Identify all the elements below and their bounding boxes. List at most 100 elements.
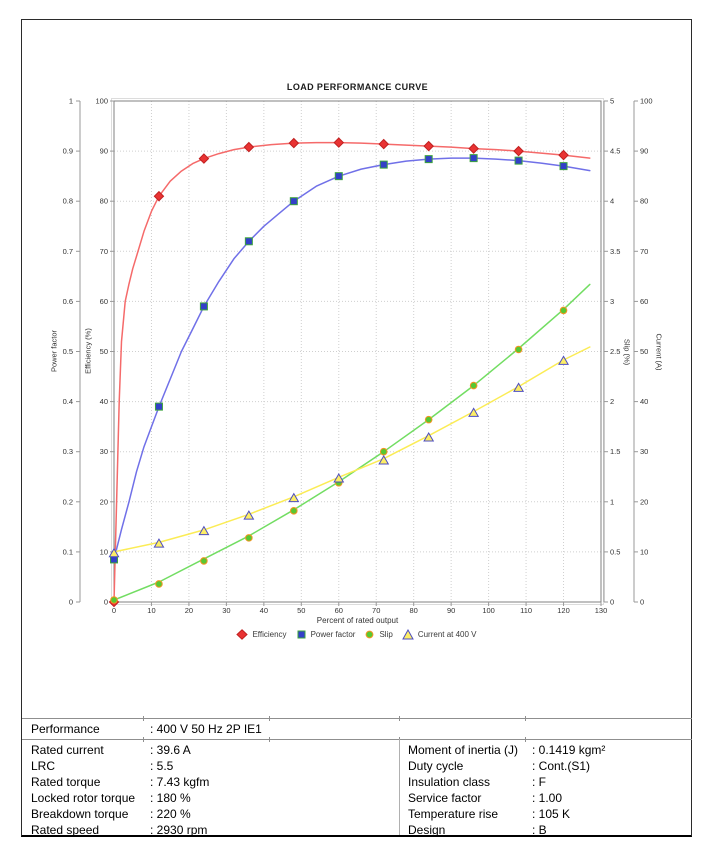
axis-tick-label: 40: [100, 397, 108, 406]
spec-value: : 1.00: [532, 791, 563, 805]
axis-tick-label: 30: [100, 447, 108, 456]
legend-item-efficiency: Efficiency: [236, 629, 287, 640]
axis-tick-label: 30: [640, 447, 648, 456]
spec-table-right-column: Moment of inertia (J): 0.1419 kgm² Duty …: [399, 742, 692, 838]
axis-tick-label: 80: [100, 197, 108, 206]
x-tick-label: 0: [112, 606, 116, 615]
legend-item-slip: Slip: [364, 629, 393, 640]
spec-value: : 39.6 A: [150, 743, 191, 757]
spec-table-left-column: Rated current : 39.6 A LRC: 5.5 Rated tor…: [22, 742, 399, 838]
diamond-marker: [198, 153, 210, 164]
circle-marker: [559, 306, 568, 315]
series-line: [113, 346, 591, 553]
spec-label: Design: [408, 823, 446, 837]
spec-label: Rated torque: [31, 775, 101, 789]
circle-marker: [155, 580, 163, 588]
axis-tick-label: 50: [100, 347, 108, 356]
axis-tick-label: 70: [100, 247, 108, 256]
spec-value: : 105 K: [532, 807, 571, 821]
axis-current: [633, 100, 638, 603]
circle-marker: [110, 596, 118, 604]
table-row: Locked rotor torque: 180 %: [22, 790, 399, 806]
axis-title-current: Current (A): [654, 333, 664, 371]
x-tick-label: 50: [297, 606, 305, 615]
square-marker: [469, 154, 478, 163]
circle-marker: [469, 381, 478, 390]
square-marker: [289, 197, 298, 206]
axis-tick-label: 100: [95, 97, 108, 106]
axis-tick-label: 4.5: [610, 147, 620, 156]
axis-tick-label: 2: [610, 397, 614, 406]
legend-label: Current at 400 V: [417, 630, 477, 639]
square-marker: [424, 155, 433, 164]
axis-tick-label: 0.4: [63, 397, 73, 406]
table-row: Duty cycle: Cont.(S1): [399, 758, 692, 774]
spec-label: LRC: [31, 759, 56, 773]
legend-label: Slip: [379, 630, 393, 639]
axis-tick-label: 1: [69, 97, 73, 106]
table-row: Moment of inertia (J): 0.1419 kgm²: [399, 742, 692, 758]
x-tick-label: 30: [222, 606, 230, 615]
axis-tick-label: 0.7: [63, 247, 73, 256]
circle-icon: [366, 630, 374, 639]
axis-tick-label: 3: [610, 297, 614, 306]
axis-tick-label: 70: [640, 247, 648, 256]
spec-label: Insulation class: [408, 775, 491, 789]
legend-label: Power factor: [310, 630, 356, 639]
triangle-marker: [423, 431, 435, 442]
spec-label: Locked rotor torque: [31, 791, 136, 805]
axis-slip: [603, 100, 608, 603]
axis-tick-label: 20: [100, 497, 108, 506]
triangle-marker: [378, 455, 390, 465]
diamond-marker: [333, 137, 345, 148]
triangle-marker: [468, 407, 480, 417]
axis-tick-label: 5: [610, 97, 614, 106]
table-row: Breakdown torque: 220 %: [22, 806, 399, 822]
table-row: LRC: 5.5: [22, 758, 399, 774]
x-tick-label: 40: [260, 606, 268, 615]
load-performance-chart: 00.10.20.30.40.50.60.70.80.9101020304050…: [63, 97, 653, 616]
square-marker: [154, 402, 163, 411]
spec-label: Breakdown torque: [31, 807, 129, 821]
square-icon: [297, 630, 306, 639]
axis-tick-label: 0.1: [63, 547, 73, 556]
diamond-marker: [153, 190, 165, 202]
x-tick-label: 130: [595, 606, 608, 615]
diamond-marker: [288, 137, 300, 149]
table-rule-mid: [22, 737, 692, 742]
series-slip: [110, 283, 591, 604]
diamond-marker: [468, 143, 479, 154]
table-row: Insulation class: F: [399, 774, 692, 790]
spec-label: Temperature rise: [408, 807, 499, 821]
axis-tick-label: 0: [69, 598, 73, 607]
performance-label: Performance: [31, 722, 100, 736]
axis-tick-label: 0: [610, 598, 614, 607]
diamond-marker: [378, 138, 390, 150]
axis-tick-label: 4: [610, 197, 614, 206]
axis-tick-label: 0: [640, 598, 644, 607]
spec-label: Rated current: [31, 743, 104, 757]
axis-tick-label: 80: [640, 197, 648, 206]
triangle-marker: [243, 510, 255, 520]
spec-label: Duty cycle: [408, 759, 464, 773]
x-tick-label: 10: [147, 606, 155, 615]
page-border: [21, 19, 692, 837]
legend-item-current: Current at 400 V: [401, 629, 477, 640]
spec-label: Service factor: [408, 791, 482, 805]
axis-tick-label: 20: [640, 497, 648, 506]
square-marker: [334, 172, 343, 181]
x-tick-label: 60: [335, 606, 343, 615]
triangle-marker: [558, 355, 570, 365]
axis-tick-label: 1: [610, 497, 614, 506]
spec-label: Rated speed: [31, 823, 100, 837]
triangle-marker: [333, 473, 345, 483]
triangle-marker: [153, 538, 165, 548]
spec-table: Performance : 400 V 50 Hz 2P IE1 Rated c…: [22, 716, 692, 838]
legend-item-power-factor: Power factor: [296, 629, 356, 640]
axis-tick-label: 40: [640, 397, 648, 406]
axis-power_factor: [76, 100, 81, 603]
circle-marker: [245, 534, 253, 542]
axis-tick-label: 100: [640, 97, 653, 106]
axis-tick-label: 60: [640, 297, 648, 306]
gridlines: [114, 101, 601, 602]
